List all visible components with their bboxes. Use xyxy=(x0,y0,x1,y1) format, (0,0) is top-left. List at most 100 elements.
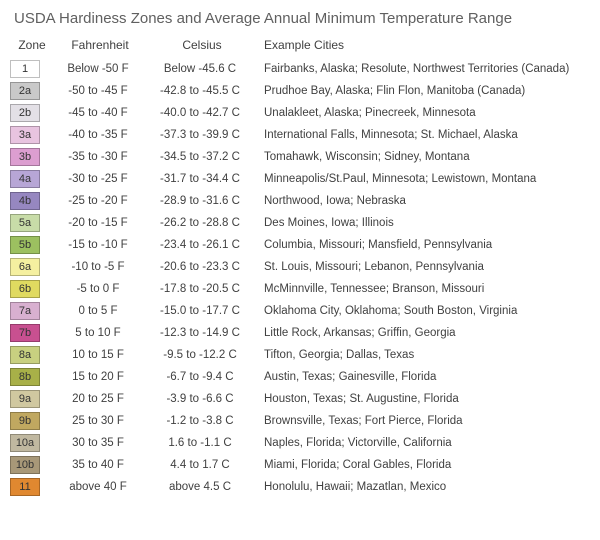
fahrenheit-cell: 35 to 40 F xyxy=(54,454,146,476)
table-row: 2b -45 to -40 F-40.0 to -42.7 CUnalakleet… xyxy=(10,102,590,124)
table-row: 6a -10 to -5 F-20.6 to -23.3 CSt. Louis, … xyxy=(10,256,590,278)
table-header-row: Zone Fahrenheit Celsius Example Cities xyxy=(10,35,590,58)
fahrenheit-cell: -5 to 0 F xyxy=(54,278,146,300)
celsius-cell: -9.5 to -12.2 C xyxy=(146,344,258,366)
fahrenheit-cell: -10 to -5 F xyxy=(54,256,146,278)
zone-swatch: 7a xyxy=(10,302,40,320)
table-row: 10b 35 to 40 F4.4 to 1.7 CMiami, Florida;… xyxy=(10,454,590,476)
zone-swatch-cell: 5b xyxy=(10,234,54,256)
table-row: 6b -5 to 0 F-17.8 to -20.5 CMcMinnville, … xyxy=(10,278,590,300)
zone-swatch: 2a xyxy=(10,82,40,100)
celsius-cell: above 4.5 C xyxy=(146,476,258,498)
zone-swatch-cell: 9b xyxy=(10,410,54,432)
zone-swatch: 3b xyxy=(10,148,40,166)
zone-swatch-cell: 7b xyxy=(10,322,54,344)
celsius-cell: 1.6 to -1.1 C xyxy=(146,432,258,454)
zone-swatch: 8b xyxy=(10,368,40,386)
celsius-cell: -6.7 to -9.4 C xyxy=(146,366,258,388)
table-row: 10a30 to 35 F1.6 to -1.1 CNaples, Florid… xyxy=(10,432,590,454)
zone-swatch-cell: 10b xyxy=(10,454,54,476)
page-title: USDA Hardiness Zones and Average Annual … xyxy=(10,10,590,27)
zone-swatch-cell: 6a xyxy=(10,256,54,278)
celsius-cell: Below -45.6 C xyxy=(146,58,258,80)
fahrenheit-cell: 0 to 5 F xyxy=(54,300,146,322)
zone-swatch: 4b xyxy=(10,192,40,210)
table-row: 8a10 to 15 F-9.5 to -12.2 CTifton, Georg… xyxy=(10,344,590,366)
zone-swatch: 1 xyxy=(10,60,40,78)
zone-swatch-cell: 8a xyxy=(10,344,54,366)
table-row: 7a 0 to 5 F-15.0 to -17.7 COklahoma City,… xyxy=(10,300,590,322)
examples-cell: Tifton, Georgia; Dallas, Texas xyxy=(258,344,590,366)
examples-cell: McMinnville, Tennessee; Branson, Missour… xyxy=(258,278,590,300)
examples-cell: Minneapolis/St.Paul, Minnesota; Lewistow… xyxy=(258,168,590,190)
fahrenheit-cell: -40 to -35 F xyxy=(54,124,146,146)
zone-swatch-cell: 3a xyxy=(10,124,54,146)
hardiness-table: Zone Fahrenheit Celsius Example Cities 1… xyxy=(10,35,590,498)
zone-swatch: 10b xyxy=(10,456,40,474)
fahrenheit-cell: above 40 F xyxy=(54,476,146,498)
zone-swatch: 11 xyxy=(10,478,40,496)
fahrenheit-cell: Below -50 F xyxy=(54,58,146,80)
col-header-celsius: Celsius xyxy=(146,35,258,58)
celsius-cell: -40.0 to -42.7 C xyxy=(146,102,258,124)
celsius-cell: -37.3 to -39.9 C xyxy=(146,124,258,146)
col-header-examples: Example Cities xyxy=(258,35,590,58)
examples-cell: Northwood, Iowa; Nebraska xyxy=(258,190,590,212)
examples-cell: Tomahawk, Wisconsin; Sidney, Montana xyxy=(258,146,590,168)
table-row: 3a -40 to -35 F-37.3 to -39.9 CInternatio… xyxy=(10,124,590,146)
zone-swatch-cell: 3b xyxy=(10,146,54,168)
zone-swatch: 7b xyxy=(10,324,40,342)
zone-swatch-cell: 7a xyxy=(10,300,54,322)
examples-cell: Miami, Florida; Coral Gables, Florida xyxy=(258,454,590,476)
fahrenheit-cell: -45 to -40 F xyxy=(54,102,146,124)
fahrenheit-cell: -50 to -45 F xyxy=(54,80,146,102)
zone-swatch: 5b xyxy=(10,236,40,254)
examples-cell: Austin, Texas; Gainesville, Florida xyxy=(258,366,590,388)
zone-swatch-cell: 1 xyxy=(10,58,54,80)
table-row: 4b-25 to -20 F-28.9 to -31.6 CNorthwood,… xyxy=(10,190,590,212)
fahrenheit-cell: 5 to 10 F xyxy=(54,322,146,344)
zone-swatch-cell: 9a xyxy=(10,388,54,410)
table-row: 1Below -50 FBelow -45.6 CFairbanks, Alas… xyxy=(10,58,590,80)
examples-cell: Oklahoma City, Oklahoma; South Boston, V… xyxy=(258,300,590,322)
examples-cell: Little Rock, Arkansas; Griffin, Georgia xyxy=(258,322,590,344)
examples-cell: Des Moines, Iowa; Illinois xyxy=(258,212,590,234)
table-row: 8b15 to 20 F-6.7 to -9.4 CAustin, Texas;… xyxy=(10,366,590,388)
fahrenheit-cell: -35 to -30 F xyxy=(54,146,146,168)
celsius-cell: -12.3 to -14.9 C xyxy=(146,322,258,344)
zone-swatch: 9b xyxy=(10,412,40,430)
zone-swatch-cell: 2a xyxy=(10,80,54,102)
table-row: 5b-15 to -10 F-23.4 to -26.1 CColumbia, … xyxy=(10,234,590,256)
fahrenheit-cell: 25 to 30 F xyxy=(54,410,146,432)
table-row: 2a-50 to -45 F-42.8 to -45.5 CPrudhoe Ba… xyxy=(10,80,590,102)
table-row: 11 above 40 Fabove 4.5 CHonolulu, Hawaii;… xyxy=(10,476,590,498)
celsius-cell: -3.9 to -6.6 C xyxy=(146,388,258,410)
celsius-cell: -15.0 to -17.7 C xyxy=(146,300,258,322)
fahrenheit-cell: -30 to -25 F xyxy=(54,168,146,190)
zone-swatch: 6b xyxy=(10,280,40,298)
celsius-cell: -20.6 to -23.3 C xyxy=(146,256,258,278)
table-row: 7b 5 to 10 F-12.3 to -14.9 CLittle Rock, … xyxy=(10,322,590,344)
celsius-cell: 4.4 to 1.7 C xyxy=(146,454,258,476)
zone-swatch: 3a xyxy=(10,126,40,144)
table-row: 9b25 to 30 F-1.2 to -3.8 CBrownsville, T… xyxy=(10,410,590,432)
zone-swatch: 10a xyxy=(10,434,40,452)
celsius-cell: -23.4 to -26.1 C xyxy=(146,234,258,256)
zone-swatch-cell: 8b xyxy=(10,366,54,388)
celsius-cell: -17.8 to -20.5 C xyxy=(146,278,258,300)
zone-swatch-cell: 4b xyxy=(10,190,54,212)
fahrenheit-cell: -20 to -15 F xyxy=(54,212,146,234)
examples-cell: Columbia, Missouri; Mansfield, Pennsylva… xyxy=(258,234,590,256)
table-body: 1Below -50 FBelow -45.6 CFairbanks, Alas… xyxy=(10,58,590,498)
examples-cell: Honolulu, Hawaii; Mazatlan, Mexico xyxy=(258,476,590,498)
zone-swatch-cell: 4a xyxy=(10,168,54,190)
examples-cell: Unalakleet, Alaska; Pinecreek, Minnesota xyxy=(258,102,590,124)
examples-cell: Brownsville, Texas; Fort Pierce, Florida xyxy=(258,410,590,432)
examples-cell: Naples, Florida; Victorville, California xyxy=(258,432,590,454)
examples-cell: St. Louis, Missouri; Lebanon, Pennsylvan… xyxy=(258,256,590,278)
zone-swatch: 2b xyxy=(10,104,40,122)
table-row: 5a-20 to -15 F-26.2 to -28.8 CDes Moines… xyxy=(10,212,590,234)
zone-swatch: 6a xyxy=(10,258,40,276)
examples-cell: International Falls, Minnesota; St. Mich… xyxy=(258,124,590,146)
table-row: 4a-30 to -25 F-31.7 to -34.4 CMinneapoli… xyxy=(10,168,590,190)
